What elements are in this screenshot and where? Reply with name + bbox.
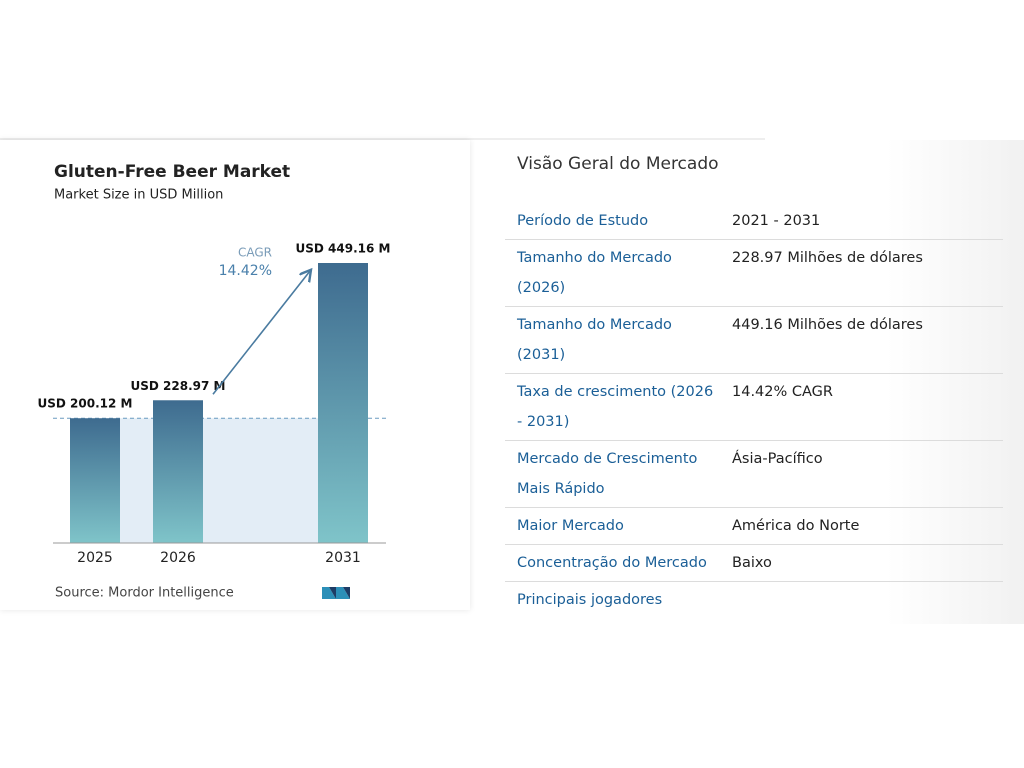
- chart-subtitle: Market Size in USD Million: [54, 188, 223, 203]
- bar: [70, 418, 120, 543]
- overview-row: Maior Mercado América do Norte: [505, 508, 1003, 545]
- cagr-label: CAGR: [238, 246, 272, 260]
- overview-row: Concentração do Mercado Baixo: [505, 545, 1003, 582]
- overview-row: Mercado de Crescimento Mais Rápido Ásia-P…: [505, 441, 1003, 508]
- overview-row: Tamanho do Mercado (2026) 228.97 Milhões …: [505, 240, 1003, 307]
- chart-card: Gluten-Free Beer Market Market Size in U…: [0, 140, 470, 610]
- row-label: Taxa de crescimento (2026 - 2031): [517, 384, 714, 430]
- value-label: USD 449.16 M: [296, 242, 391, 256]
- x-tick-label: 2026: [160, 550, 196, 566]
- row-label: Mercado de Crescimento Mais Rápido: [517, 451, 698, 497]
- row-label: Tamanho do Mercado (2031): [517, 317, 672, 363]
- row-value: Baixo: [732, 555, 772, 571]
- overview-row: Período de Estudo 2021 - 2031: [505, 203, 1003, 240]
- value-label: USD 228.97 M: [131, 379, 226, 393]
- overview-row: Taxa de crescimento (2026 - 2031) 14.42% …: [505, 374, 1003, 441]
- row-label: Tamanho do Mercado (2026): [517, 250, 672, 296]
- row-label: Concentração do Mercado: [517, 555, 707, 571]
- row-label: Principais jogadores: [517, 592, 663, 608]
- overview-row: Principais jogadores: [505, 582, 1003, 618]
- overview-panel: Visão Geral do Mercado Período de Estudo…: [475, 140, 1024, 624]
- row-value: 449.16 Milhões de dólares: [732, 317, 923, 333]
- bar: [153, 400, 203, 543]
- value-label: USD 200.12 M: [38, 397, 133, 411]
- chart: Gluten-Free Beer Market Market Size in U…: [38, 162, 391, 601]
- row-label: Maior Mercado: [517, 518, 624, 534]
- overview-table: Período de Estudo 2021 - 2031 Tamanho do M…: [505, 203, 1003, 618]
- row-value: 228.97 Milhões de dólares: [732, 250, 923, 266]
- chart-title: Gluten-Free Beer Market: [54, 162, 290, 182]
- row-value: América do Norte: [732, 518, 860, 534]
- row-value: 2021 - 2031: [732, 213, 821, 229]
- logo: [322, 587, 350, 599]
- cagr-arrow: [212, 271, 310, 395]
- overview-title: Visão Geral do Mercado: [517, 154, 719, 174]
- source: Source: Mordor Intelligence: [55, 586, 234, 601]
- row-value: Ásia-Pacífico: [732, 451, 823, 467]
- bar: [318, 263, 368, 543]
- cagr-value: 14.42%: [219, 263, 272, 279]
- overview-row: Tamanho do Mercado (2031) 449.16 Milhões …: [505, 307, 1003, 374]
- row-label: Período de Estudo: [517, 213, 649, 229]
- x-tick-label: 2031: [325, 550, 361, 566]
- row-value: 14.42% CAGR: [732, 384, 833, 400]
- x-tick-label: 2025: [77, 550, 113, 566]
- divider: [0, 138, 765, 140]
